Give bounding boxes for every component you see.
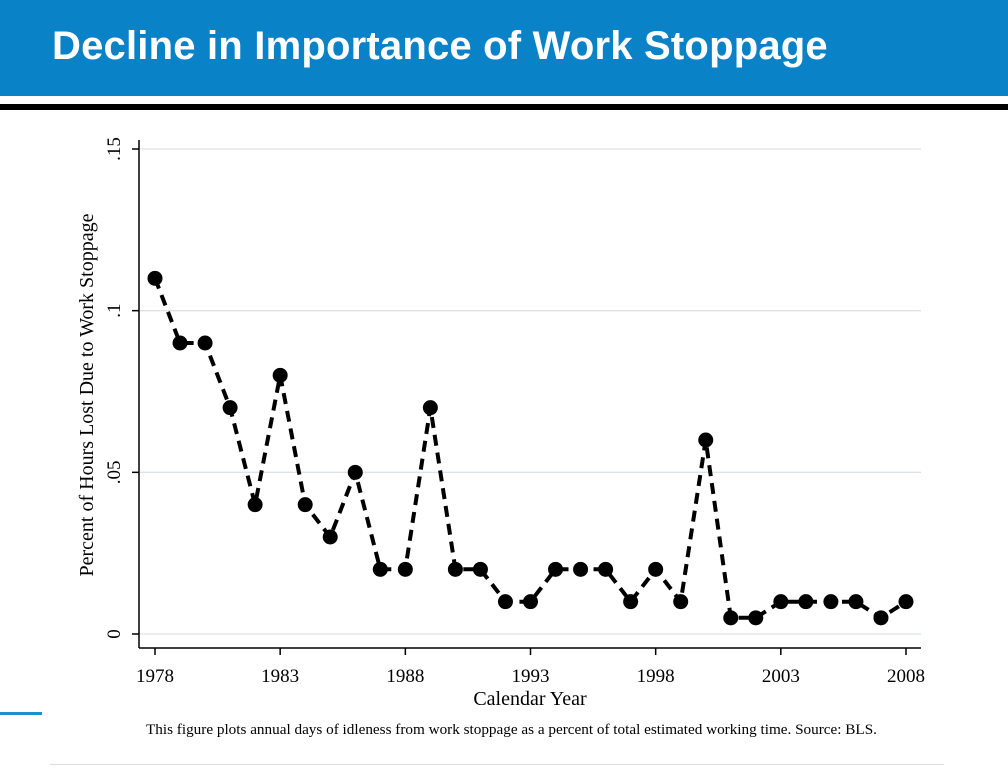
y-tick-label: 0 [104,629,125,639]
data-point [773,594,789,610]
data-point [247,497,263,513]
axes [138,140,921,649]
x-tick-label: 1993 [512,666,550,687]
data-point [497,594,513,610]
data-point [322,529,338,545]
data-points [147,270,914,626]
data-point [447,561,463,577]
data-point [573,561,589,577]
x-tick-label: 1978 [136,666,174,687]
x-tick-label: 2008 [887,666,925,687]
data-point [147,270,163,286]
data-point [397,561,413,577]
data-point [347,464,363,480]
data-point [297,497,313,513]
data-point [548,561,564,577]
data-point [873,610,889,626]
x-tick-label: 1998 [637,666,675,687]
data-point [422,400,438,416]
y-axis-label: Percent of Hours Lost Due to Work Stoppa… [76,213,98,576]
data-point [623,594,639,610]
data-point [197,335,213,351]
data-point [372,561,388,577]
data-point [172,335,188,351]
data-point [723,610,739,626]
data-point [222,400,238,416]
x-axis-label: Calendar Year [473,688,587,710]
data-point [848,594,864,610]
data-point [748,610,764,626]
y-tick-label: .15 [104,137,125,161]
x-tick-label: 1983 [261,666,299,687]
data-point [648,561,664,577]
accent-rule [0,712,42,715]
data-point [898,594,914,610]
data-point [472,561,488,577]
figure-caption: This figure plots annual days of idlenes… [146,721,877,738]
data-point [523,594,538,610]
x-ticks: 1978 1983 1988 1993 1998 2003 2008 [136,648,925,687]
y-tick-label: .05 [104,460,125,484]
header-divider [0,104,1008,110]
x-tick-label: 1988 [386,666,424,687]
series-line [153,277,908,620]
data-point [598,561,614,577]
y-ticks: 0 .05 .1 .15 [104,137,139,639]
x-tick-label: 2003 [762,666,800,687]
data-point [798,594,814,610]
data-point [673,594,689,610]
data-point [698,432,714,448]
slide-title: Decline in Importance of Work Stoppage [52,24,828,68]
footer-rule [50,764,944,765]
y-tick-label: .1 [104,304,125,318]
data-point [823,594,839,610]
data-point [272,367,288,383]
header-bar [0,0,1008,96]
gridlines [140,148,921,635]
